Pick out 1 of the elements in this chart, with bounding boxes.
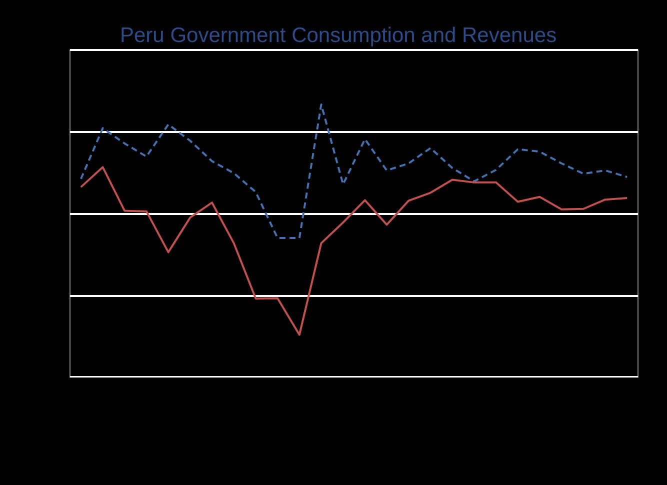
chart-title: Peru Government Consumption and Revenues xyxy=(120,24,557,47)
